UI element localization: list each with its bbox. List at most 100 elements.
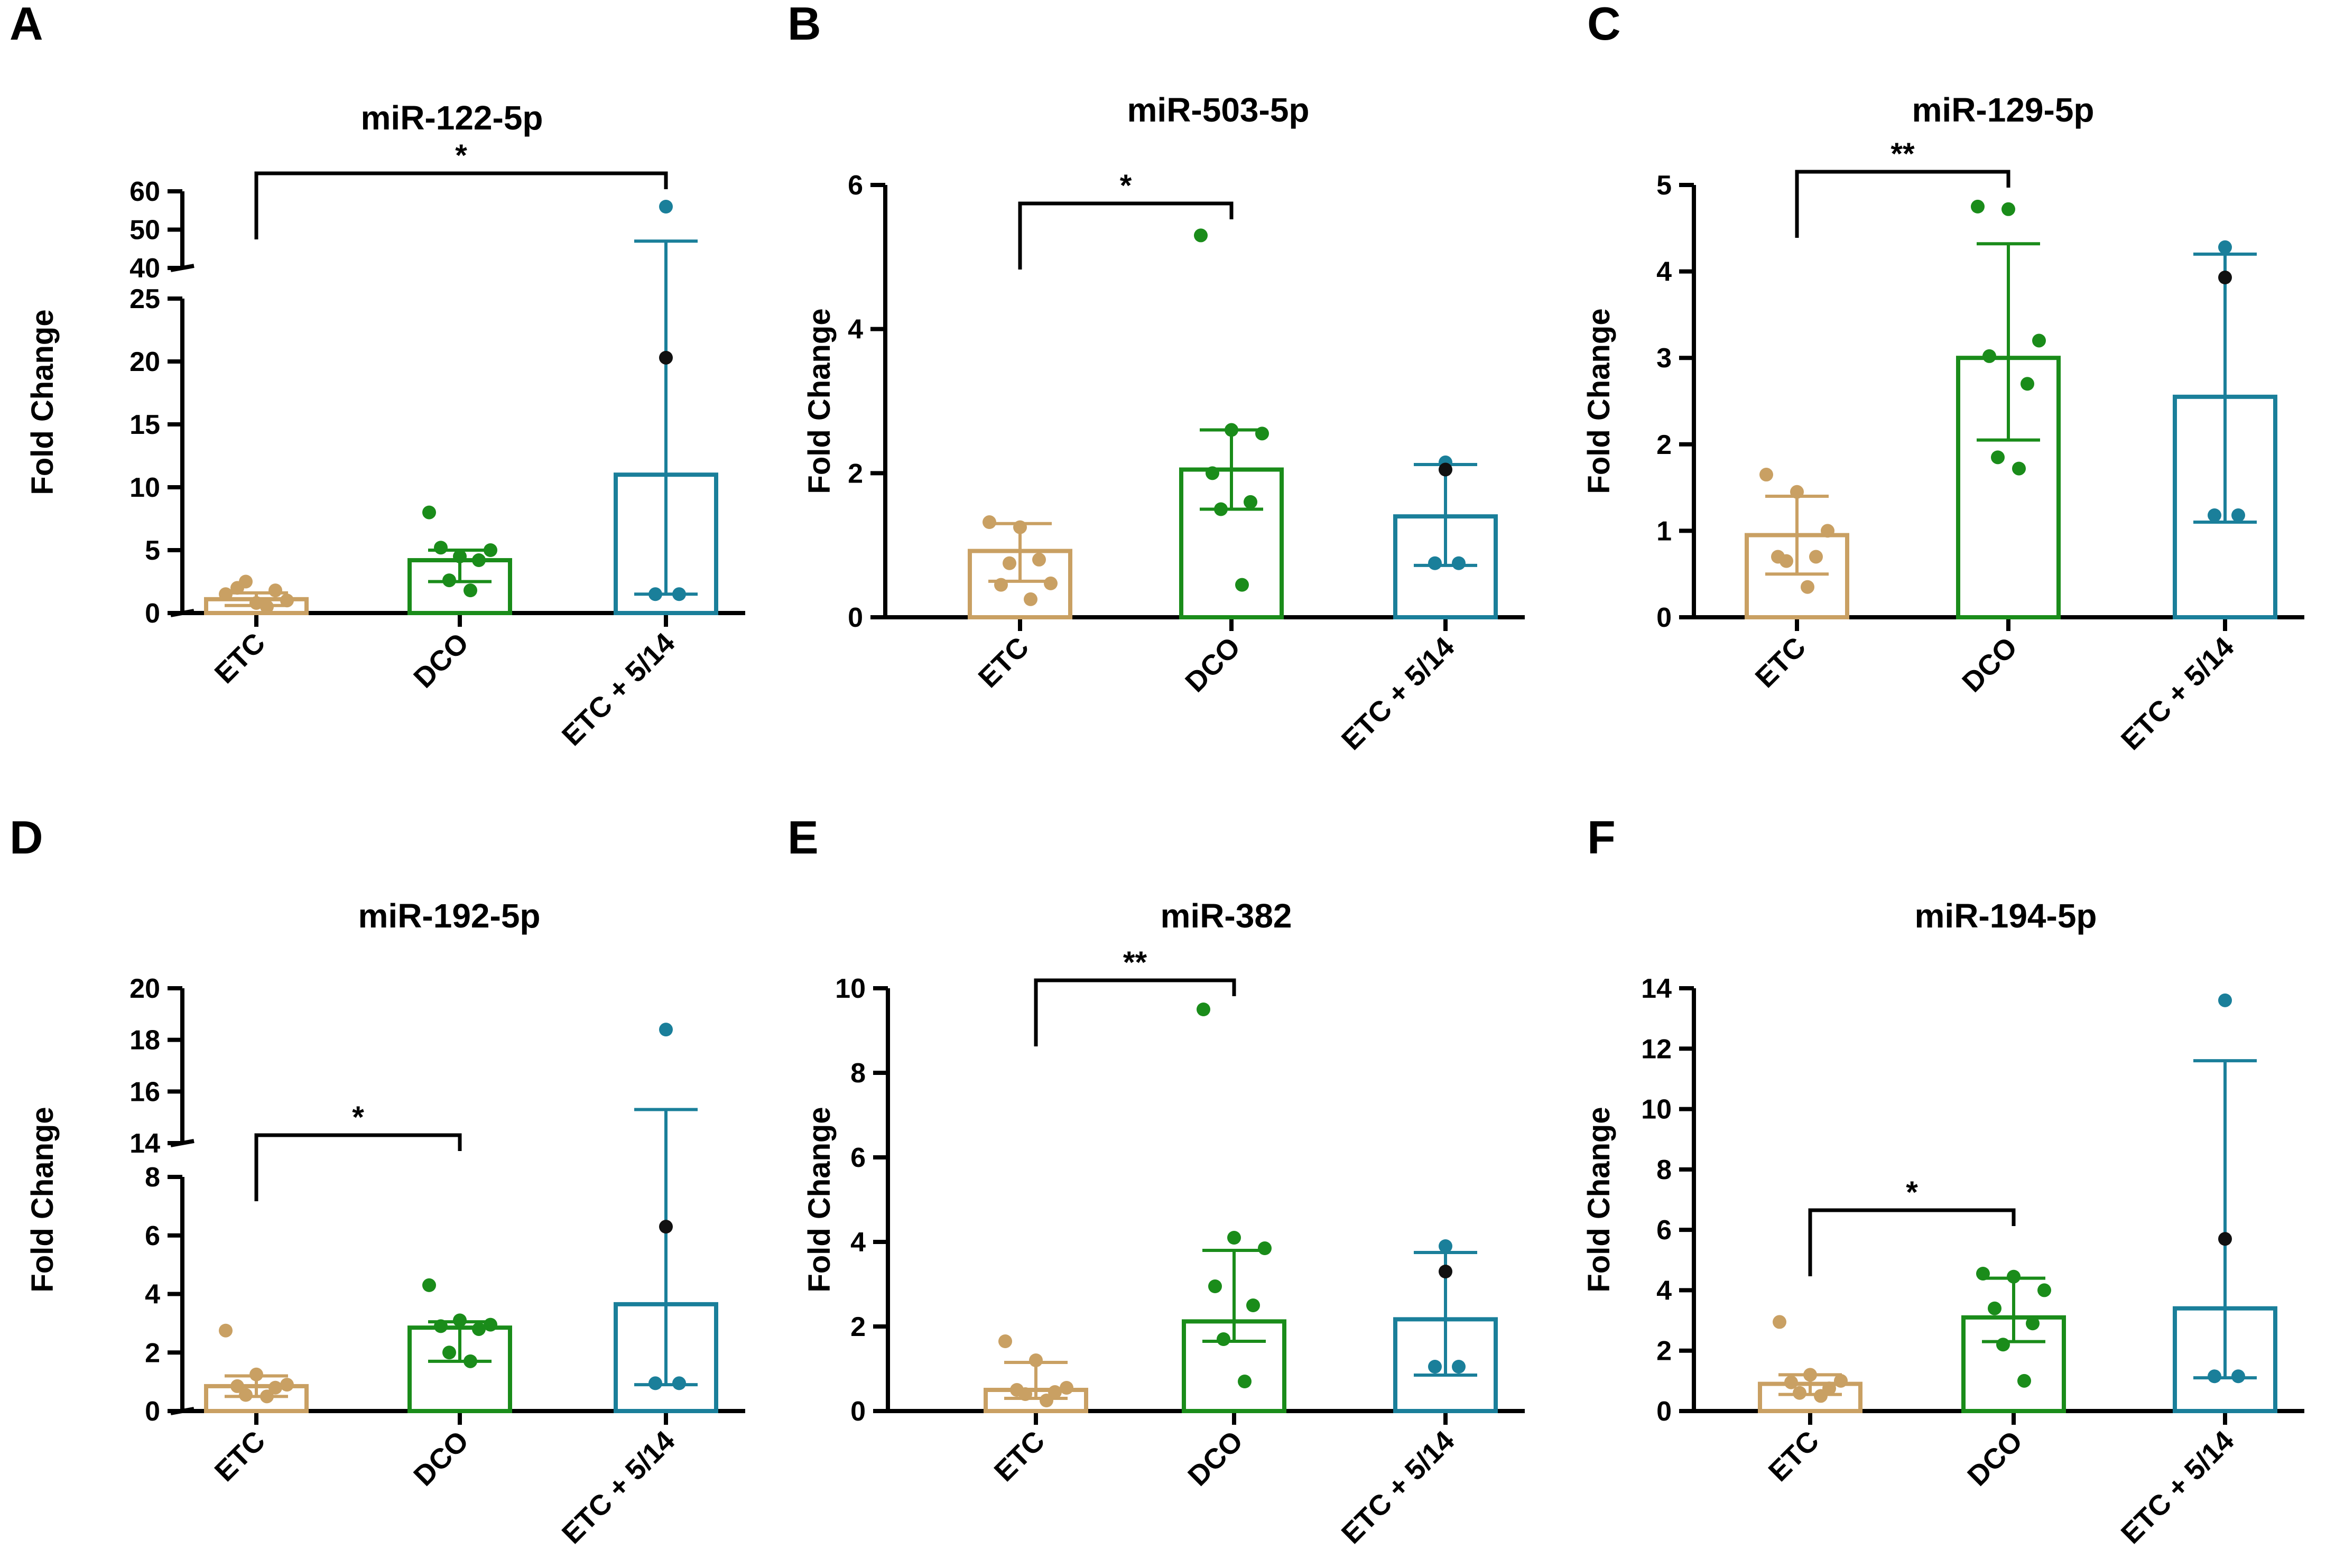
panel-letter: B [787, 0, 821, 50]
data-point-dco [1976, 1267, 1990, 1281]
y-tick-label: 6 [145, 1221, 160, 1251]
data-point-etc [1809, 550, 1823, 564]
data-point-dco [1206, 466, 1219, 480]
data-point-etc [1784, 1375, 1798, 1389]
axis-break-mark [170, 1139, 194, 1147]
data-point-etc [268, 583, 282, 598]
y-tick-label: 4 [1656, 257, 1672, 287]
y-tick-label: 60 [129, 177, 160, 207]
data-point-etc-5-14 [659, 1023, 673, 1037]
data-point-etc [260, 600, 274, 614]
data-point-etc-5-14 [2208, 1369, 2221, 1384]
significance-bracket [1795, 170, 2010, 238]
y-tick-label: 16 [129, 1077, 160, 1107]
data-point-etc [1024, 592, 1037, 606]
panel-letter: F [1587, 811, 1616, 864]
data-point-dco [484, 1318, 497, 1332]
x-tick-label: DCO [407, 1425, 475, 1492]
y-tick-label: 4 [1656, 1275, 1672, 1306]
y-tick-label: 2 [1656, 430, 1672, 460]
panel-letter: A [10, 0, 43, 50]
data-point-etc [1044, 576, 1058, 590]
y-tick-label: 20 [129, 973, 160, 1004]
y-tick-label: 0 [848, 602, 863, 633]
y-tick-label: 18 [129, 1025, 160, 1056]
data-point-dco [442, 1346, 456, 1360]
significance-bracket [254, 1133, 462, 1201]
x-tick-label: ETC [209, 627, 272, 690]
data-point-etc-5-14 [659, 200, 673, 214]
data-point-dco [2001, 202, 2015, 216]
y-tick-label: 5 [1656, 170, 1672, 201]
y-tick-label: 5 [145, 535, 160, 566]
panel-letter: E [787, 811, 819, 864]
data-point-dco [2037, 1283, 2051, 1297]
data-point-etc [249, 1367, 263, 1381]
significance-label: * [1120, 169, 1132, 203]
data-point-etc [1801, 580, 1814, 594]
data-point-dco [1996, 1338, 2010, 1352]
data-point-dco [1197, 1003, 1210, 1016]
data-point-etc [1029, 1353, 1043, 1367]
data-point-etc-5-14 [672, 1376, 686, 1390]
data-point-dco [1982, 349, 1996, 363]
x-tick-label: ETC [1763, 1425, 1825, 1488]
data-point-dco [1214, 502, 1228, 516]
y-tick-label: 10 [129, 472, 160, 503]
data-point-etc-5-14 [648, 1376, 662, 1390]
data-point-etc [1821, 524, 1834, 538]
y-tick-label: 4 [848, 314, 863, 345]
y-tick-label: 2 [850, 1312, 866, 1342]
data-point-etc [1780, 554, 1793, 568]
x-tick-label: ETC [972, 631, 1035, 694]
x-tick-label: DCO [1182, 1425, 1249, 1492]
data-point-dco [1225, 423, 1238, 437]
significance-label: ** [1123, 945, 1147, 980]
significance-label: * [455, 138, 467, 173]
data-point-dco [472, 553, 486, 568]
y-tick-label: 4 [145, 1279, 160, 1310]
chart-title: miR-129-5p [1912, 91, 2095, 129]
data-point-etc [1814, 1389, 1828, 1403]
data-point-dco [1238, 1375, 1252, 1388]
data-point-etc [1040, 1394, 1053, 1407]
data-point-dco [2017, 1374, 2031, 1388]
data-point-dco [472, 1322, 486, 1336]
data-point-dco [2007, 1269, 2021, 1284]
significance-label: ** [1891, 137, 1915, 171]
significance-label: * [352, 1100, 364, 1135]
data-point-dco [2012, 461, 2026, 476]
data-point-dco [1194, 228, 1208, 243]
significance-bracket [1018, 201, 1234, 270]
y-tick-label: 6 [850, 1143, 866, 1173]
data-point-etc [1060, 1381, 1073, 1395]
data-point-dco [442, 573, 456, 588]
data-point-etc-5-14 [1439, 1265, 1452, 1278]
x-tick-label: DCO [1961, 1425, 2028, 1492]
data-point-etc [219, 1323, 233, 1338]
data-point-etc-5-14 [2231, 1369, 2245, 1384]
data-point-dco [464, 1354, 477, 1368]
data-point-etc [1803, 1368, 1817, 1382]
data-point-etc-5-14 [2218, 1232, 2232, 1246]
data-point-dco [2026, 1316, 2040, 1331]
data-point-etc [1759, 468, 1773, 482]
data-point-etc-5-14 [2218, 993, 2232, 1007]
data-point-etc [1018, 1387, 1032, 1401]
data-point-etc [239, 1388, 253, 1402]
y-tick-label: 0 [1656, 1396, 1672, 1427]
data-point-dco [2032, 333, 2046, 348]
x-tick-label: ETC [1749, 631, 1812, 694]
y-tick-label: 8 [145, 1162, 160, 1193]
x-tick-label: ETC + 5/14 [2115, 631, 2240, 756]
y-axis-label: Fold Change [25, 309, 60, 495]
y-tick-label: 1 [1656, 516, 1672, 546]
y-tick-label: 8 [1656, 1155, 1672, 1185]
data-point-etc [983, 515, 996, 530]
chart-title: miR-503-5p [1127, 91, 1310, 129]
x-tick-label: ETC [209, 1425, 272, 1488]
chart-title: miR-382 [1161, 897, 1292, 935]
